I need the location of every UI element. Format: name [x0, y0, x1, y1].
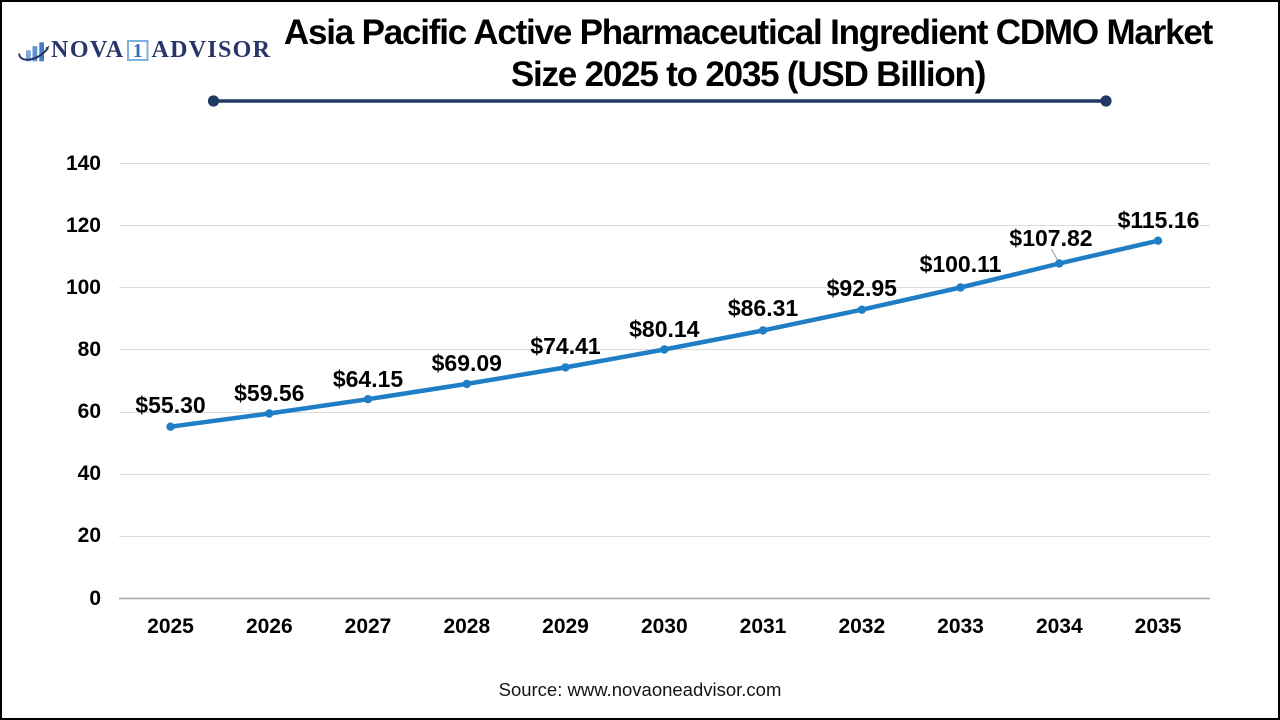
svg-text:NOVA: NOVA [51, 37, 125, 63]
svg-text:ADVISOR: ADVISOR [152, 37, 272, 63]
svg-text:1: 1 [133, 41, 143, 62]
